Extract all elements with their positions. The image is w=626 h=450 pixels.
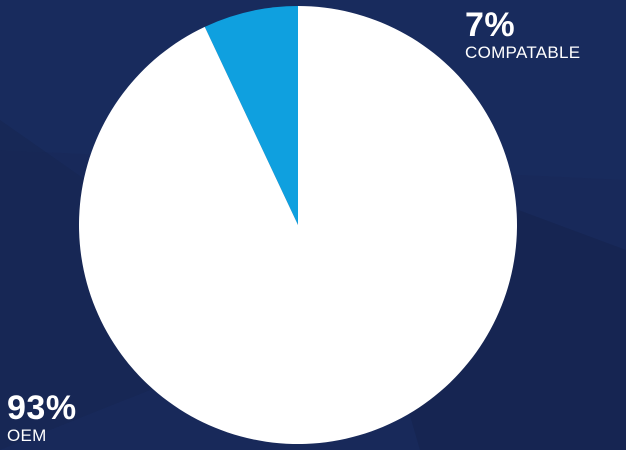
compatable-slice-label: 7% COMPATABLE (465, 8, 580, 61)
oem-slice-label: 93% OEM (7, 391, 77, 444)
pie-slice-compatable (204, 6, 298, 225)
pie-slice-oem (78, 6, 518, 444)
compatable-name: COMPATABLE (465, 43, 581, 62)
oem-percent: 93% (7, 389, 77, 427)
oem-name: OEM (7, 426, 47, 445)
compatable-percent: 7% (465, 6, 516, 44)
